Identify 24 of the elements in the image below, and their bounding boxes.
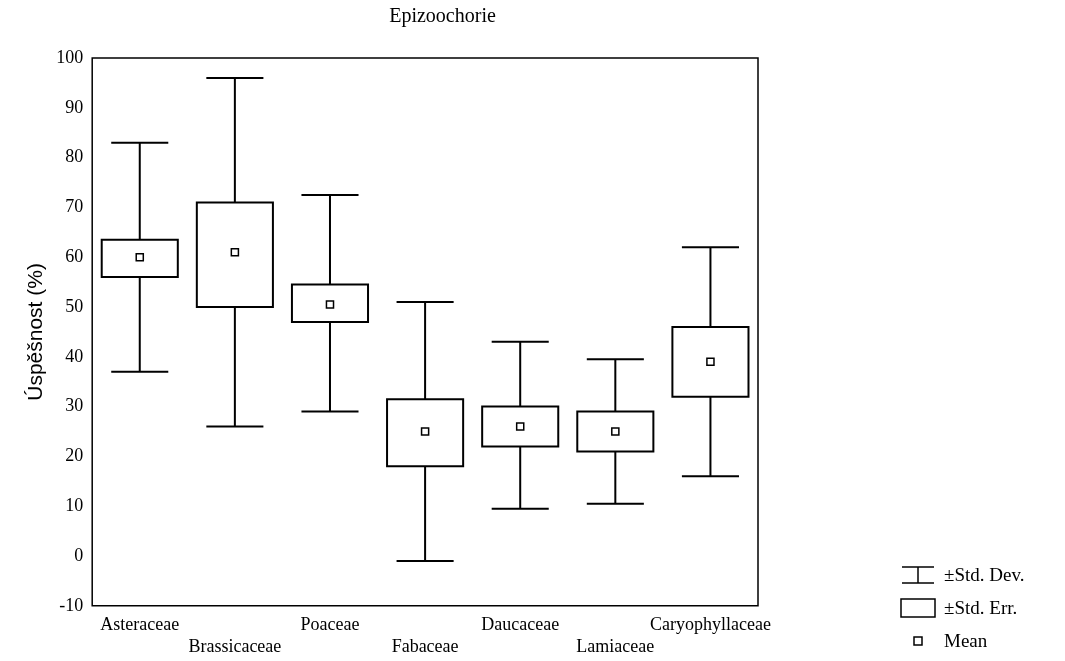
y-tick-label: 50 — [65, 295, 84, 316]
text: ±Std. Dev. — [944, 563, 1025, 586]
text: Mean — [944, 629, 988, 652]
x-tick-label: Brassicaceae — [188, 635, 282, 656]
x-tick-label: Lamiaceae — [576, 635, 655, 656]
x-tick-label: Daucaceae — [481, 614, 560, 635]
y-tick-label: 10 — [65, 494, 84, 515]
x-tick-label: Fabaceae — [391, 635, 459, 656]
y-tick-label: 70 — [65, 196, 84, 217]
chart-title: Epizoochorie — [388, 4, 497, 27]
y-axis-title: Úspěšnost (%) — [23, 263, 47, 401]
y-tick-label: 60 — [65, 245, 84, 266]
x-tick-label: Poaceae — [300, 614, 360, 635]
y-tick-label: 30 — [65, 395, 84, 416]
x-tick-label: Caryophyllaceae — [649, 614, 771, 635]
y-tick-label: 20 — [65, 445, 84, 466]
text: ±Std. Err. — [944, 596, 1018, 619]
y-tick-label: 80 — [65, 146, 84, 167]
y-tick-label: 100 — [56, 46, 84, 67]
y-tick-label: 90 — [65, 96, 84, 117]
y-tick-label: 0 — [74, 544, 84, 565]
y-tick-label: -10 — [59, 594, 84, 615]
x-tick-label: Asteraceae — [100, 614, 180, 635]
y-tick-label: 40 — [65, 345, 84, 366]
